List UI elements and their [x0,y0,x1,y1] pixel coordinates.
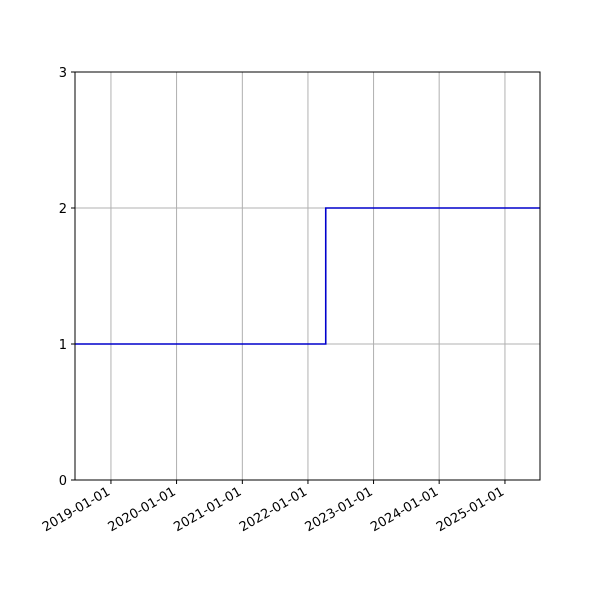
y-axis: 0 1 2 3 [59,66,75,489]
series-line [75,207,540,345]
y-tick-label: 3 [59,66,67,81]
y-tick-label: 2 [59,202,67,217]
y-tick-label: 1 [59,338,67,353]
y-tick-label: 0 [59,474,67,489]
series-layer [75,207,540,345]
